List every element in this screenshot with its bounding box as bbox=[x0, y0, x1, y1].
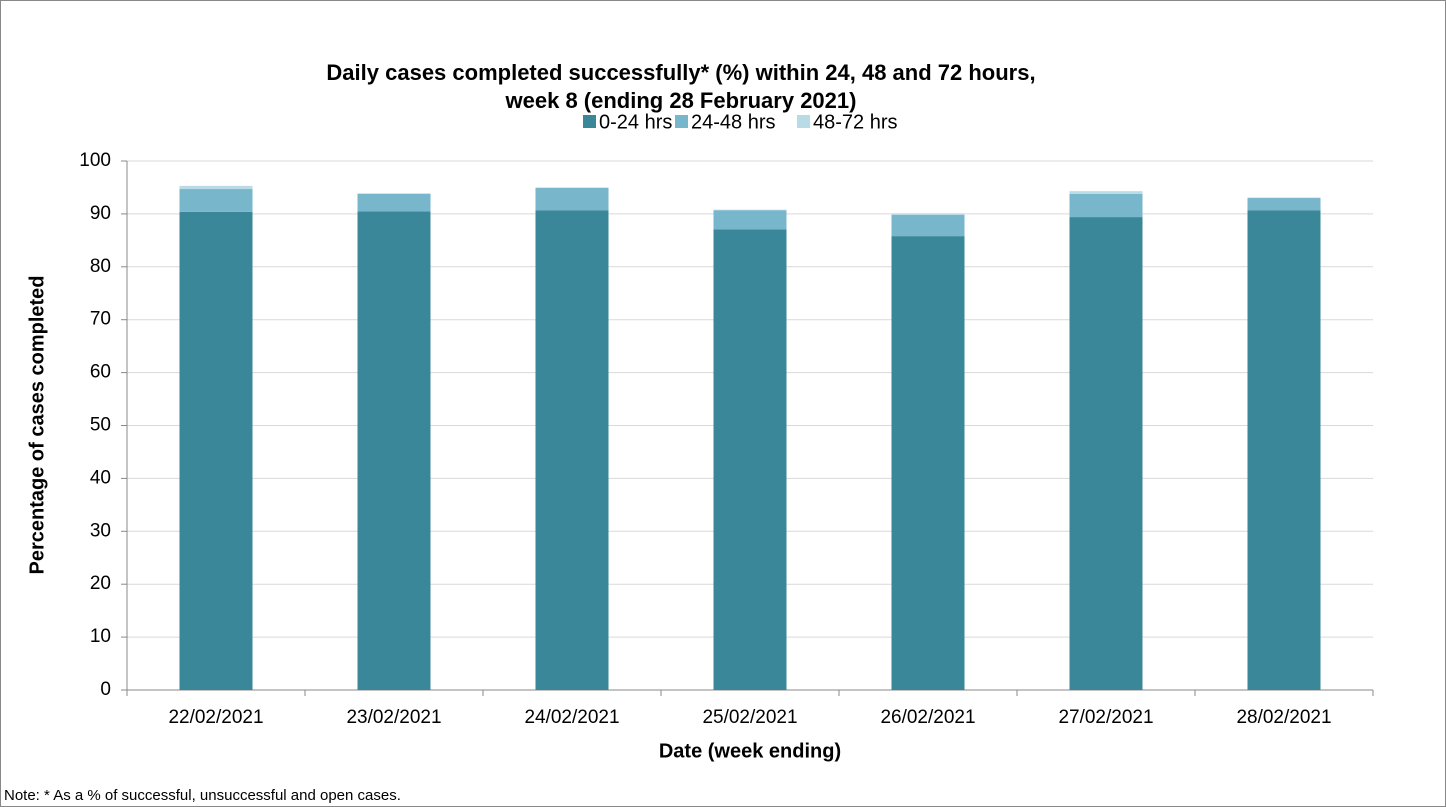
chart-title: week 8 (ending 28 February 2021) bbox=[505, 88, 857, 113]
bar-segment bbox=[535, 210, 609, 690]
note: Note: * As a % of successful, unsuccessf… bbox=[4, 787, 401, 804]
bar-segment bbox=[357, 193, 431, 194]
bar-segment bbox=[357, 193, 431, 212]
bar-segment bbox=[1247, 197, 1321, 199]
x-tick-label: 26/02/2021 bbox=[880, 707, 975, 728]
x-tick-label: 25/02/2021 bbox=[702, 707, 797, 728]
bar-segment bbox=[713, 229, 787, 690]
legend-swatch bbox=[583, 115, 596, 128]
x-tick-label: 22/02/2021 bbox=[168, 707, 263, 728]
bar-segment bbox=[1069, 191, 1143, 194]
bar-segment bbox=[713, 210, 787, 230]
bar-segment bbox=[1069, 217, 1143, 690]
y-tick-label: 50 bbox=[90, 415, 111, 436]
bar-segment bbox=[535, 187, 609, 188]
bar-segment bbox=[891, 214, 965, 237]
bar-segment bbox=[1069, 193, 1143, 218]
x-tick-label: 24/02/2021 bbox=[524, 707, 619, 728]
y-axis-title: Percentage of cases completed bbox=[26, 275, 48, 574]
bar-segment bbox=[179, 185, 253, 190]
x-tick-label: 28/02/2021 bbox=[1236, 707, 1331, 728]
bar-segment bbox=[1247, 210, 1321, 690]
bar-segment bbox=[357, 211, 431, 690]
bar-segment bbox=[535, 187, 609, 211]
y-tick-label: 10 bbox=[90, 626, 111, 647]
y-tick-label: 90 bbox=[90, 203, 111, 224]
legend-swatch bbox=[797, 115, 810, 128]
legend-swatch bbox=[675, 115, 688, 128]
y-tick-label: 20 bbox=[90, 573, 111, 594]
legend-label: 24-48 hrs bbox=[691, 111, 776, 133]
y-tick-label: 30 bbox=[90, 520, 111, 541]
y-tick-label: 60 bbox=[90, 362, 111, 383]
y-tick-label: 100 bbox=[79, 150, 111, 171]
y-tick-label: 80 bbox=[90, 256, 111, 277]
y-tick-label: 0 bbox=[100, 679, 111, 700]
y-tick-label: 40 bbox=[90, 467, 111, 488]
x-tick-label: 23/02/2021 bbox=[346, 707, 441, 728]
x-tick-label: 27/02/2021 bbox=[1058, 707, 1153, 728]
bar-segment bbox=[713, 209, 787, 211]
bar-segment bbox=[891, 236, 965, 691]
bar-segment bbox=[179, 189, 253, 212]
x-axis-title: Date (week ending) bbox=[659, 740, 841, 762]
chart-title: Daily cases completed successfully* (%) … bbox=[326, 60, 1035, 85]
y-tick-label: 70 bbox=[90, 309, 111, 330]
legend-label: 48-72 hrs bbox=[813, 111, 898, 133]
bar-segment bbox=[1247, 198, 1321, 211]
legend-label: 0-24 hrs bbox=[599, 111, 672, 133]
bar-segment bbox=[179, 211, 253, 690]
bar-segment bbox=[891, 213, 965, 215]
